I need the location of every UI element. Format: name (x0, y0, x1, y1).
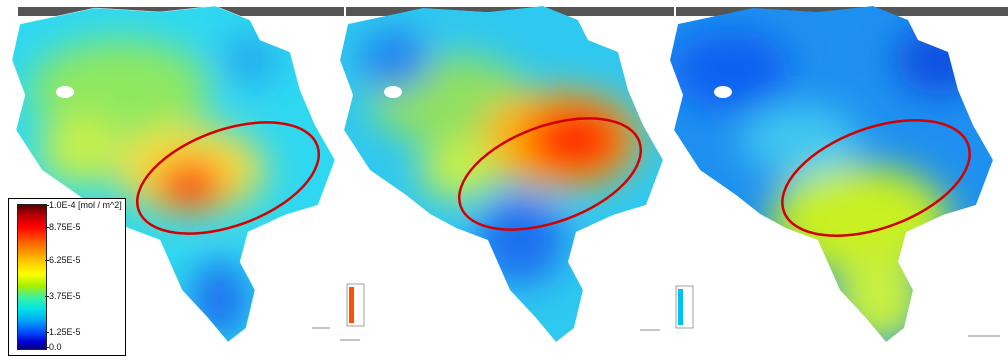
highlight-ellipse-2 (457, 117, 643, 231)
map-panel-3 (670, 6, 993, 342)
legend-gradient (17, 204, 47, 350)
mini-legend-panel-2 (346, 283, 365, 327)
color-legend: 1.0E-4 [mol / m^2] 8.75E-5 6.25E-5 3.75E… (8, 198, 126, 356)
highlight-ellipse-3 (781, 119, 971, 237)
legend-label-max: 1.0E-4 [mol / m^2] (49, 200, 122, 210)
legend-label-min: 0.0 (49, 342, 62, 352)
map-holes (56, 86, 732, 98)
legend-label-125: 1.25E-5 (49, 327, 81, 337)
mini-legend-panel-3 (675, 285, 694, 329)
legend-label-375: 3.75E-5 (49, 291, 81, 301)
map-panel-1 (12, 6, 335, 342)
scale-bars (312, 327, 1000, 341)
legend-label-875: 8.75E-5 (49, 222, 81, 232)
legend-label-625: 6.25E-5 (49, 255, 81, 265)
map-panel-2 (340, 6, 663, 342)
highlight-ellipse-1 (135, 121, 321, 235)
highlight-ellipses (135, 117, 971, 237)
